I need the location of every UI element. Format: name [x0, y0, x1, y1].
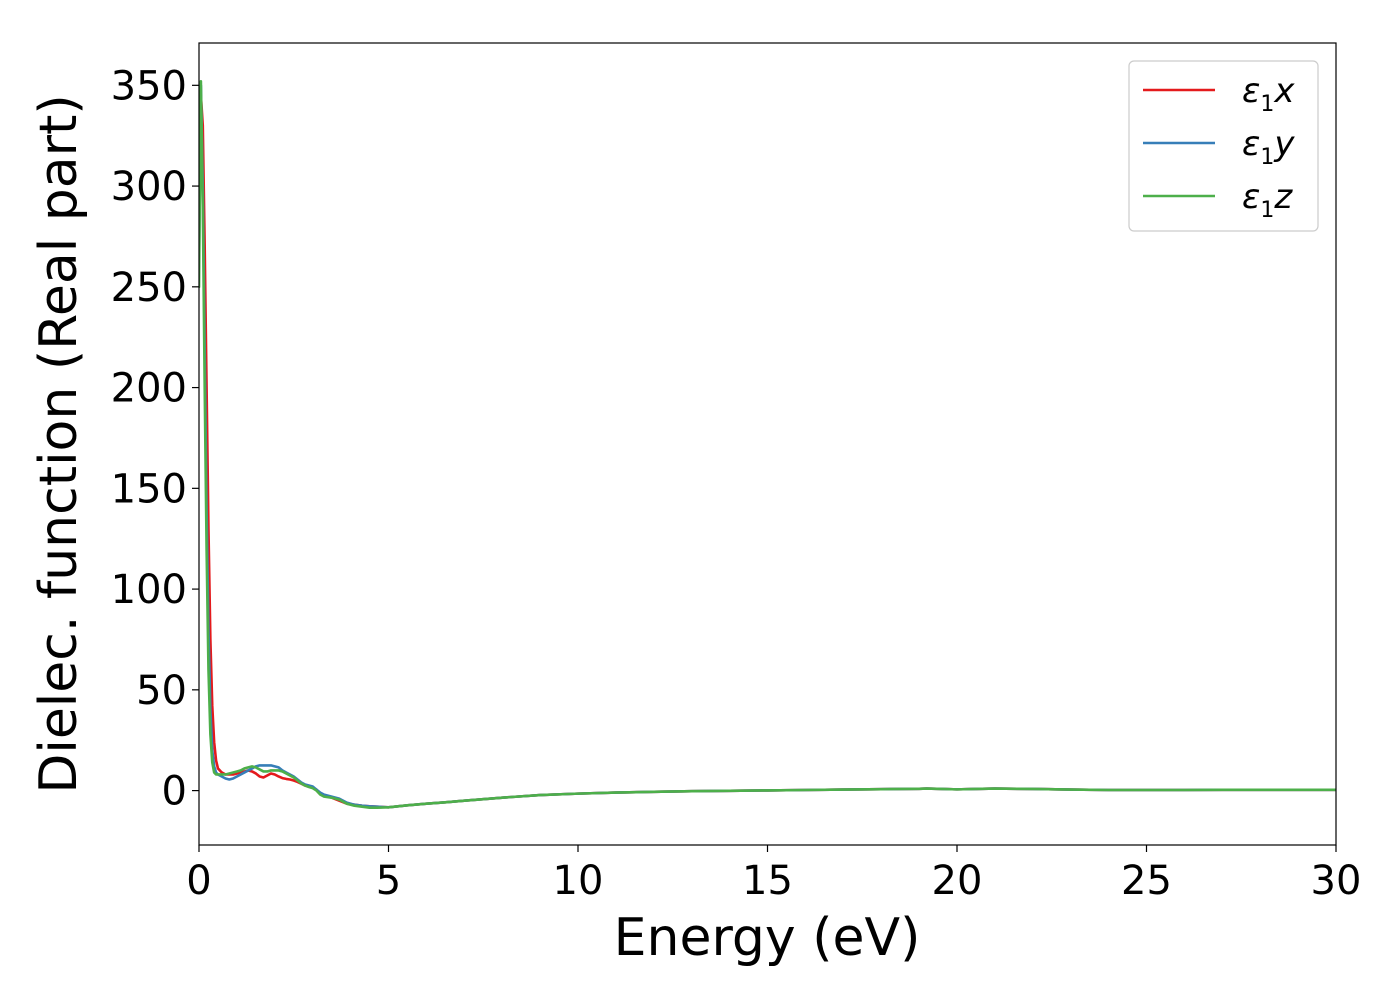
legend-component: y: [1273, 124, 1295, 164]
y-tick-label: 250: [111, 265, 187, 311]
y-tick-label: 100: [111, 567, 187, 613]
y-tick-label: 150: [111, 466, 187, 512]
x-tick-label: 10: [553, 858, 604, 904]
legend-component: z: [1273, 177, 1293, 217]
x-tick-label: 25: [1121, 858, 1172, 904]
x-tick-label: 30: [1311, 858, 1362, 904]
y-axis: 0 50 100 150 200 250 300 350: [111, 63, 199, 815]
x-tick-label: 20: [932, 858, 983, 904]
series-layer: [199, 79, 1336, 810]
legend-label-y: ε1y: [1242, 124, 1295, 170]
x-tick-label: 5: [376, 858, 401, 904]
y-tick-label: 0: [162, 769, 187, 815]
legend-box: [1128, 60, 1319, 232]
y-tick-label: 300: [111, 164, 187, 210]
series-line-z: [199, 79, 1336, 810]
y-tick-label: 200: [111, 366, 187, 412]
x-axis-label: Energy (eV): [614, 908, 921, 968]
legend-subscript: 1: [1260, 198, 1274, 223]
legend-symbol: ε: [1242, 71, 1260, 111]
y-axis-label: Dielec. function (Real part): [29, 94, 89, 793]
legend-subscript: 1: [1260, 92, 1274, 117]
legend-label-z: ε1z: [1242, 177, 1293, 223]
legend-subscript: 1: [1260, 145, 1274, 170]
legend-component: x: [1273, 71, 1295, 111]
legend-label-x: ε1x: [1242, 71, 1295, 117]
legend-symbol: ε: [1242, 177, 1260, 217]
x-tick-label: 15: [742, 858, 793, 904]
x-axis: 0 5 10 15 20 25 30: [186, 845, 1361, 904]
x-tick-label: 0: [186, 858, 211, 904]
legend-symbol: ε: [1242, 124, 1260, 164]
y-tick-label: 50: [136, 668, 187, 714]
y-tick-label: 350: [111, 63, 187, 109]
